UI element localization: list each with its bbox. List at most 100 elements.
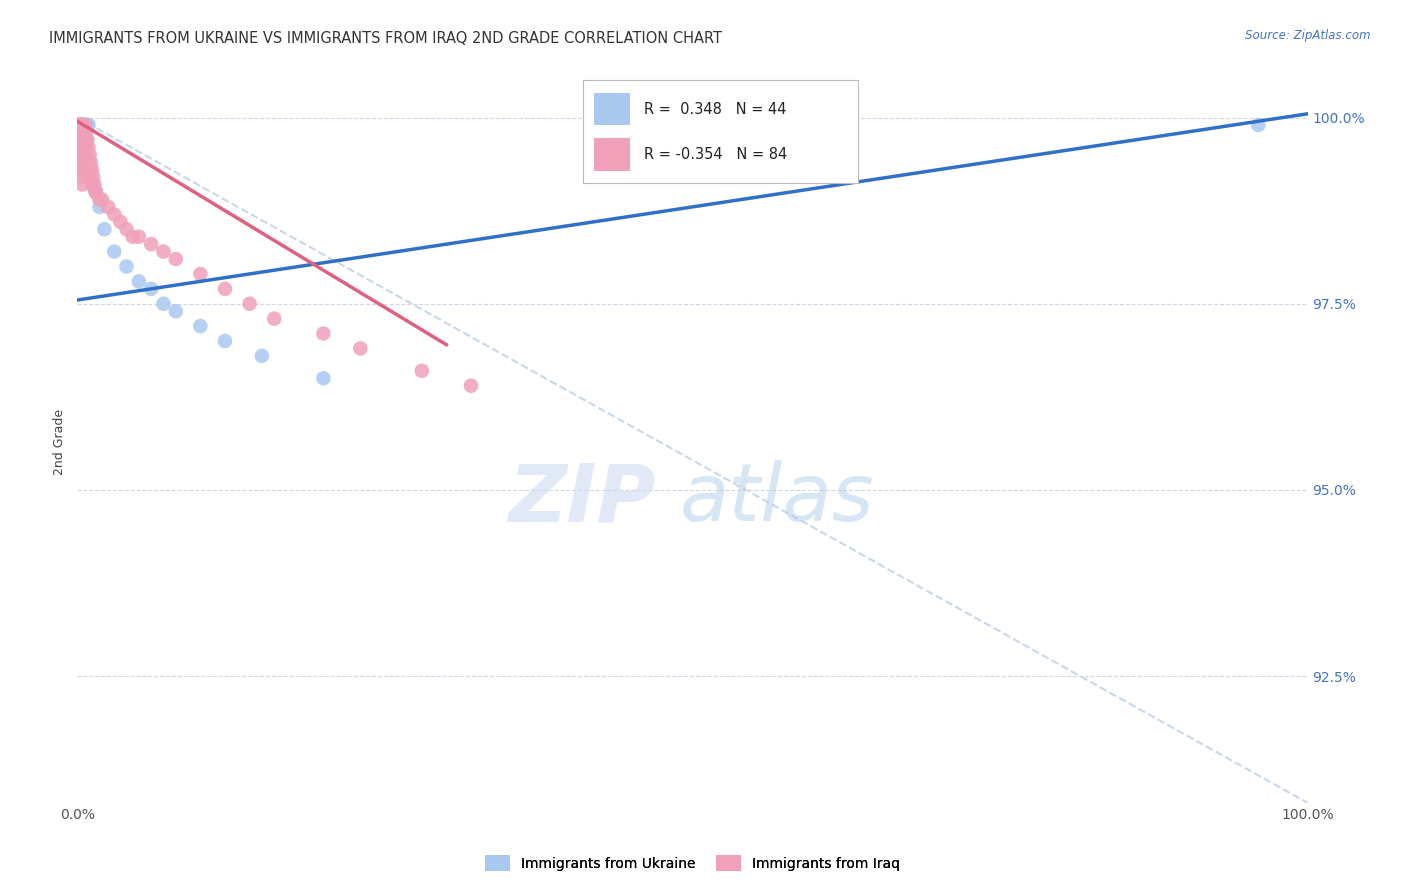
Point — [76, 133, 98, 147]
Point — [80, 155, 103, 169]
Point — [460, 378, 482, 392]
Point — [83, 178, 105, 192]
FancyBboxPatch shape — [595, 137, 630, 170]
Point — [70, 118, 93, 132]
Point — [69, 133, 91, 147]
Point — [70, 148, 93, 162]
Point — [152, 297, 174, 311]
Point — [69, 162, 91, 177]
Point — [70, 125, 93, 139]
Point — [67, 118, 90, 132]
Point — [70, 148, 93, 162]
Point — [70, 125, 93, 139]
Point — [73, 118, 96, 132]
Point — [70, 155, 93, 169]
Point — [70, 118, 93, 132]
Point — [72, 118, 94, 132]
Point — [82, 178, 104, 192]
Point — [76, 118, 98, 132]
Y-axis label: 2nd Grade: 2nd Grade — [52, 409, 66, 475]
Point — [1247, 118, 1270, 132]
Point — [128, 229, 150, 244]
Point — [110, 215, 132, 229]
Point — [69, 118, 91, 132]
Point — [70, 140, 93, 154]
Point — [70, 170, 93, 185]
Text: R =  0.348   N = 44: R = 0.348 N = 44 — [644, 102, 786, 117]
Point — [411, 364, 433, 378]
Point — [76, 148, 98, 162]
Point — [79, 148, 101, 162]
Point — [82, 178, 104, 192]
Point — [76, 133, 98, 147]
Point — [75, 155, 97, 169]
Text: R = -0.354   N = 84: R = -0.354 N = 84 — [644, 146, 787, 161]
Point — [75, 125, 97, 139]
Point — [75, 118, 97, 132]
Point — [79, 170, 101, 185]
Point — [67, 118, 90, 132]
FancyBboxPatch shape — [595, 93, 630, 126]
Text: Source: ZipAtlas.com: Source: ZipAtlas.com — [1246, 29, 1371, 42]
Point — [263, 311, 285, 326]
Point — [165, 304, 187, 318]
Point — [70, 155, 93, 169]
Point — [73, 162, 96, 177]
Point — [121, 229, 143, 244]
Point — [67, 140, 90, 154]
Point — [69, 125, 91, 139]
Point — [77, 140, 100, 154]
Point — [69, 118, 91, 132]
Point — [103, 244, 125, 259]
Point — [67, 133, 90, 147]
Point — [349, 342, 371, 356]
Point — [72, 118, 94, 132]
Point — [69, 118, 91, 132]
Point — [67, 125, 90, 139]
Point — [84, 185, 107, 199]
Point — [67, 155, 90, 169]
Point — [72, 133, 94, 147]
Point — [79, 162, 101, 177]
Point — [70, 140, 93, 154]
Point — [128, 274, 150, 288]
Point — [69, 140, 91, 154]
Point — [70, 118, 93, 132]
Point — [72, 133, 94, 147]
Point — [70, 148, 93, 162]
Point — [250, 349, 273, 363]
Point — [70, 133, 93, 147]
Point — [67, 118, 90, 132]
Point — [214, 282, 236, 296]
Point — [73, 148, 96, 162]
Point — [70, 178, 93, 192]
Point — [115, 260, 138, 274]
Point — [70, 133, 93, 147]
Point — [70, 148, 93, 162]
Point — [77, 118, 100, 132]
Point — [69, 148, 91, 162]
Point — [67, 148, 90, 162]
Point — [73, 133, 96, 147]
Point — [69, 118, 91, 132]
Point — [152, 244, 174, 259]
Text: atlas: atlas — [681, 460, 875, 539]
Point — [73, 148, 96, 162]
Point — [77, 155, 100, 169]
Point — [82, 170, 104, 185]
Point — [70, 118, 93, 132]
Point — [214, 334, 236, 348]
Point — [67, 118, 90, 132]
Point — [70, 118, 93, 132]
Point — [115, 222, 138, 236]
Point — [72, 162, 94, 177]
Point — [73, 118, 96, 132]
Point — [72, 140, 94, 154]
Point — [239, 297, 262, 311]
Point — [165, 252, 187, 266]
Point — [75, 140, 97, 154]
Point — [72, 148, 94, 162]
Point — [84, 185, 107, 199]
Point — [84, 185, 107, 199]
Point — [79, 162, 101, 177]
